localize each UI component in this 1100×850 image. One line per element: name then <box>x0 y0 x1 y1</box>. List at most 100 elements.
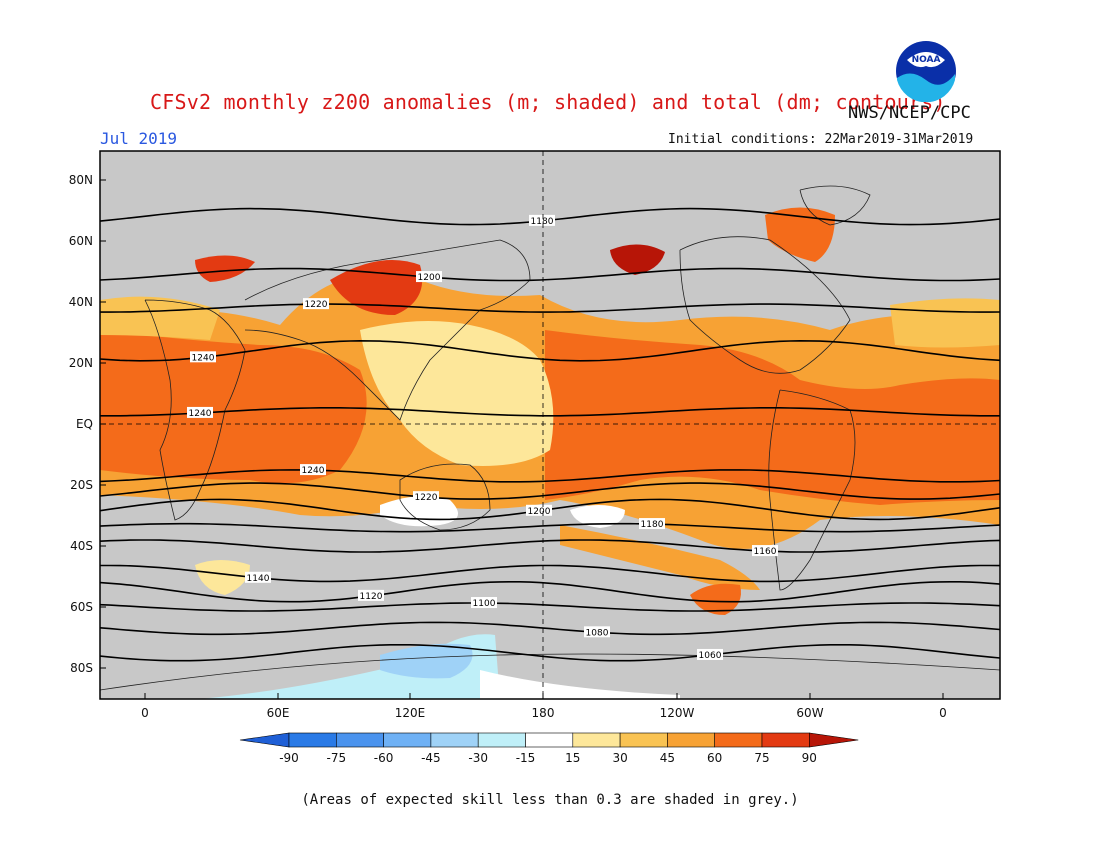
contour-label-bg <box>471 597 497 609</box>
latitude-label: 20S <box>70 478 93 492</box>
contour-line <box>100 581 1000 603</box>
colorbar-label: -30 <box>468 751 488 765</box>
colorbar-label: 30 <box>612 751 627 765</box>
contour-line <box>100 482 1000 500</box>
colorbar-label: -60 <box>374 751 394 765</box>
colorbar-segment <box>430 732 479 748</box>
colorbar-segment <box>667 732 716 748</box>
longitude-labels: 0 60E 120E 180 120W 60W 0 <box>141 693 947 720</box>
colorbar-segment <box>477 732 526 748</box>
contour-label: 1220 <box>415 493 438 503</box>
contour-label-bg <box>529 214 555 226</box>
contour-label-bg <box>413 491 439 503</box>
contour-label: 1240 <box>192 353 215 363</box>
colorbar-label: 45 <box>660 751 675 765</box>
anomaly-band-60-75 <box>100 330 367 484</box>
colorbar-label: 60 <box>707 751 722 765</box>
contour-line <box>100 267 1000 282</box>
contour-line <box>100 621 1000 636</box>
contour-line <box>100 407 1000 417</box>
contour-line <box>100 339 1000 362</box>
colorbar-segment <box>714 732 763 748</box>
anomaly-region-30-45-na <box>890 298 1000 348</box>
contour-line <box>100 602 1000 612</box>
contour-label-bg <box>416 271 442 283</box>
height-contours: 1240 1240 1220 1200 1180 1160 1140 1120 1100 1080… <box>100 207 1000 662</box>
anomaly-region-neg-mid <box>380 643 473 679</box>
colorbar-segment <box>572 732 621 748</box>
longitude-label: 60W <box>796 706 823 720</box>
anomaly-region-45-60-spac <box>560 525 760 590</box>
contour-label-bg <box>190 351 216 363</box>
anomaly-region-neg-south <box>200 634 500 699</box>
coast-north-america <box>679 236 851 374</box>
colorbar-label: 75 <box>754 751 769 765</box>
colorbar-label: -75 <box>326 751 346 765</box>
contour-label: 1220 <box>305 300 328 310</box>
map-plot-area: 1240 1240 1220 1200 1180 1160 1140 1120 1100 1080… <box>100 151 1000 699</box>
latitude-label: EQ <box>76 417 93 431</box>
contour-label-bg <box>639 518 665 530</box>
contour-label: 1240 <box>302 466 325 476</box>
contour-label-bg <box>752 545 778 557</box>
anomaly-band-60-75-pac <box>545 330 1000 505</box>
latitude-label: 40N <box>69 295 93 309</box>
contour-label: 1060 <box>699 651 722 661</box>
colorbar: -90 -75 -60 -45 -30 -15 15 30 45 60 75 90 <box>239 732 859 765</box>
longitude-label: 120E <box>395 706 426 720</box>
coastlines <box>100 185 1000 691</box>
latitude-label: 60N <box>69 234 93 248</box>
contour-label-bg <box>526 504 552 516</box>
contour-line <box>100 522 1000 533</box>
latitude-label: 20N <box>69 356 93 370</box>
colorbar-segment <box>619 732 668 748</box>
colorbar-label: -45 <box>421 751 441 765</box>
contour-line <box>100 303 1000 313</box>
colorbar-segment <box>761 732 810 748</box>
latitude-label: 40S <box>70 539 93 553</box>
longitude-label: 0 <box>939 706 947 720</box>
colorbar-segment <box>288 732 337 748</box>
logo-text: NOAA <box>912 55 941 65</box>
contour-label: 1200 <box>418 273 441 283</box>
contour-label: 1180 <box>531 217 554 227</box>
latitude-labels: 80N 60N 40N 20N EQ 20S 40S 60S 80S <box>69 173 106 675</box>
anomaly-region-30-45 <box>100 296 220 340</box>
contour-line <box>100 539 1000 553</box>
chart-title: CFSv2 monthly z200 anomalies (m; shaded)… <box>150 90 946 114</box>
colorbar-label: -15 <box>516 751 536 765</box>
colorbar-segment <box>335 732 384 748</box>
longitude-label: 60E <box>267 706 290 720</box>
anomaly-region-white-pac <box>570 505 625 528</box>
anomaly-region-15-30 <box>360 321 554 466</box>
contour-label-bg <box>697 648 723 660</box>
contour-label-bg <box>584 626 610 638</box>
colorbar-label: 15 <box>565 751 580 765</box>
contour-label-bg <box>187 406 213 418</box>
skill-footnote: (Areas of expected skill less than 0.3 a… <box>301 792 799 808</box>
coast-australia <box>399 463 491 531</box>
longitude-label: 180 <box>532 706 555 720</box>
anomaly-region-white-ant <box>480 670 680 699</box>
forecast-month: Jul 2019 <box>100 129 178 148</box>
contour-label: 1120 <box>360 592 383 602</box>
latitude-label: 80N <box>69 173 93 187</box>
colorbar-segment <box>383 732 432 748</box>
contour-label: 1080 <box>586 628 609 638</box>
contour-label-bg <box>358 589 384 601</box>
coast-antarctica <box>100 653 1000 691</box>
colorbar-segment <box>525 732 574 748</box>
contour-label-bg <box>303 298 329 310</box>
colorbar-arrow-low <box>239 732 290 748</box>
map-frame <box>99 150 1001 700</box>
contour-line <box>100 644 1000 662</box>
colorbar-arrow-high <box>808 732 859 748</box>
coast-asia <box>244 239 531 421</box>
contour-label: 1240 <box>189 409 212 419</box>
anomaly-region-90 <box>610 244 665 275</box>
contour-label: 1160 <box>754 547 777 557</box>
anomaly-region-30-45-sind <box>195 560 250 595</box>
coast-greenland <box>799 185 871 226</box>
noaa-logo: NOAA <box>896 41 956 102</box>
